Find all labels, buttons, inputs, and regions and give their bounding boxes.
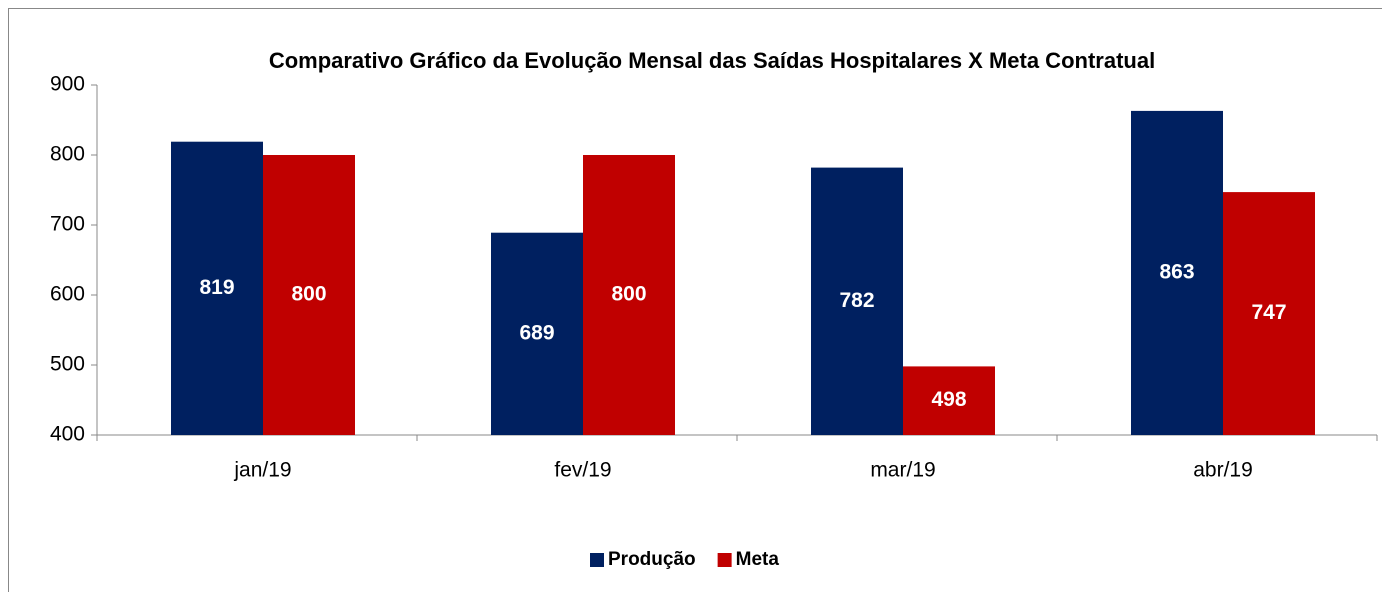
y-tick-label: 900: [50, 73, 85, 96]
data-label: 782: [839, 289, 874, 312]
bar: [1223, 192, 1315, 435]
x-tick-label: abr/19: [1193, 459, 1253, 482]
bar: [1131, 110, 1223, 436]
legend-label: Produção: [608, 549, 696, 570]
y-tick-label: 700: [50, 213, 85, 236]
y-tick-label: 400: [50, 423, 85, 446]
chart-border: [8, 8, 1382, 592]
bar: [263, 155, 355, 435]
legend-label: Meta: [736, 549, 780, 570]
y-tick-label: 500: [50, 353, 85, 376]
bar: [491, 232, 583, 435]
data-label: 689: [519, 321, 554, 344]
bar: [903, 366, 995, 435]
bar: [811, 167, 903, 435]
x-tick-label: mar/19: [870, 459, 935, 482]
legend-swatch: [717, 553, 732, 567]
x-tick-label: jan/19: [233, 459, 291, 482]
data-label: 863: [1159, 260, 1194, 283]
y-tick-label: 600: [50, 283, 85, 306]
legend-swatch: [590, 553, 604, 567]
data-label: 800: [611, 283, 646, 306]
bar: [583, 155, 675, 435]
chart-title: Comparativo Gráfico da Evolução Mensal d…: [268, 48, 1156, 73]
bar: [171, 141, 263, 435]
data-label: 747: [1251, 301, 1286, 324]
data-label: 819: [199, 276, 234, 299]
x-tick-label: fev/19: [554, 459, 611, 482]
data-label: 498: [931, 388, 966, 411]
data-label: 800: [291, 283, 326, 306]
y-tick-label: 800: [50, 143, 85, 166]
